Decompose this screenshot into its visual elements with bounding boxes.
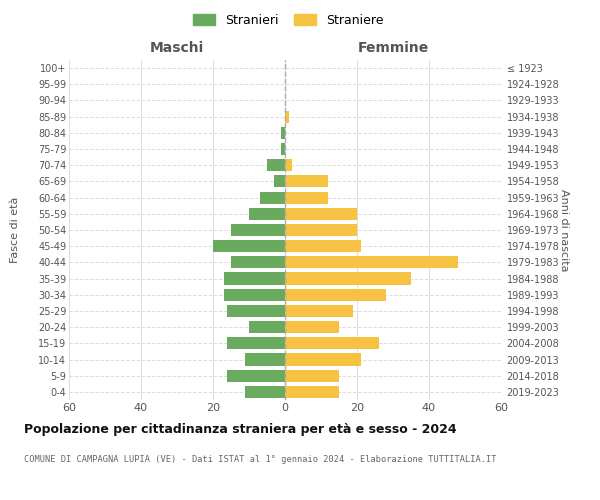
Bar [231, 224, 285, 236]
Text: Anni di nascita: Anni di nascita [559, 188, 569, 271]
Bar [285, 208, 357, 220]
Bar [227, 370, 285, 382]
Bar [260, 192, 285, 203]
Legend: Stranieri, Straniere: Stranieri, Straniere [187, 8, 389, 32]
Bar [267, 159, 285, 172]
Bar [224, 288, 285, 301]
Bar [285, 288, 386, 301]
Bar [245, 354, 285, 366]
Bar [281, 127, 285, 139]
Text: Femmine: Femmine [358, 41, 428, 55]
Bar [285, 256, 458, 268]
Bar [285, 305, 353, 317]
Bar [285, 338, 379, 349]
Bar [227, 305, 285, 317]
Bar [285, 110, 289, 122]
Bar [224, 272, 285, 284]
Bar [281, 143, 285, 155]
Bar [285, 192, 328, 203]
Bar [274, 176, 285, 188]
Bar [285, 386, 339, 398]
Text: COMUNE DI CAMPAGNA LUPIA (VE) - Dati ISTAT al 1° gennaio 2024 - Elaborazione TUT: COMUNE DI CAMPAGNA LUPIA (VE) - Dati IST… [24, 455, 497, 464]
Bar [285, 176, 328, 188]
Bar [249, 208, 285, 220]
Bar [285, 370, 339, 382]
Bar [227, 338, 285, 349]
Bar [213, 240, 285, 252]
Bar [285, 321, 339, 333]
Text: Maschi: Maschi [150, 41, 204, 55]
Bar [249, 321, 285, 333]
Text: Fasce di età: Fasce di età [10, 197, 20, 263]
Bar [245, 386, 285, 398]
Bar [285, 354, 361, 366]
Bar [285, 224, 357, 236]
Bar [285, 159, 292, 172]
Bar [285, 240, 361, 252]
Bar [231, 256, 285, 268]
Text: Popolazione per cittadinanza straniera per età e sesso - 2024: Popolazione per cittadinanza straniera p… [24, 422, 457, 436]
Bar [285, 272, 411, 284]
